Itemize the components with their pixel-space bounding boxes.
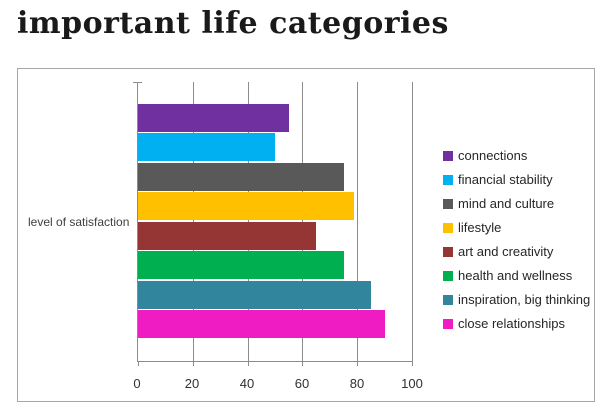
legend-swatch — [443, 270, 453, 281]
gridline — [412, 82, 413, 361]
bar — [138, 162, 344, 191]
x-axis-tick — [138, 361, 139, 366]
x-axis-tick — [357, 361, 359, 366]
legend-item: lifestyle — [443, 221, 590, 234]
legend-swatch — [443, 318, 453, 329]
x-axis-tick — [412, 361, 413, 366]
gridline — [247, 82, 249, 361]
legend-item: financial stability — [443, 173, 590, 186]
legend-label: mind and culture — [458, 196, 555, 211]
bar — [138, 133, 275, 162]
plot-area — [133, 82, 413, 366]
chart-title: important life categories — [17, 6, 449, 41]
x-axis-tick-label: 0 — [133, 376, 141, 391]
x-axis-tick-label: 40 — [239, 376, 255, 391]
axis-top-tick — [133, 82, 142, 83]
gridline — [302, 82, 304, 361]
chart-frame: level of satisfaction 0 20 40 60 80 100 conne… — [17, 68, 595, 402]
legend-item: health and wellness — [443, 269, 590, 282]
legend-label: close relationships — [458, 316, 565, 331]
legend-label: art and creativity — [458, 244, 554, 259]
bar — [138, 221, 317, 250]
legend-item: mind and culture — [443, 197, 590, 210]
bar — [138, 251, 344, 280]
x-axis-tick — [302, 361, 304, 366]
legend-label: health and wellness — [458, 268, 573, 283]
legend-swatch — [443, 150, 453, 161]
legend-swatch — [443, 174, 453, 185]
bar — [138, 309, 385, 338]
bar — [138, 192, 355, 221]
bar — [138, 280, 371, 309]
gridline — [192, 82, 194, 361]
gridline — [357, 82, 359, 361]
bar — [138, 104, 289, 132]
legend-swatch — [443, 198, 453, 209]
legend: connections financial stability mind and c… — [443, 149, 590, 330]
x-axis-tick — [247, 361, 249, 366]
x-axis-tick-label: 60 — [294, 376, 310, 391]
category-axis-label: level of satisfaction — [28, 215, 130, 229]
legend-item: close relationships — [443, 317, 590, 330]
legend-item: inspiration, big thinking — [443, 293, 590, 306]
legend-swatch — [443, 222, 453, 233]
legend-item: connections — [443, 149, 590, 162]
legend-label: inspiration, big thinking — [458, 292, 591, 307]
legend-item: art and creativity — [443, 245, 590, 258]
x-axis-tick-label: 80 — [349, 376, 365, 391]
x-axis-tick-label: 20 — [184, 376, 200, 391]
x-axis-tick-label: 100 — [401, 376, 423, 391]
x-axis-tick — [192, 361, 194, 366]
legend-swatch — [443, 294, 453, 305]
bars-container — [138, 104, 412, 338]
legend-swatch — [443, 246, 453, 257]
legend-label: financial stability — [458, 172, 553, 187]
legend-label: connections — [458, 148, 528, 163]
legend-label: lifestyle — [458, 220, 502, 235]
